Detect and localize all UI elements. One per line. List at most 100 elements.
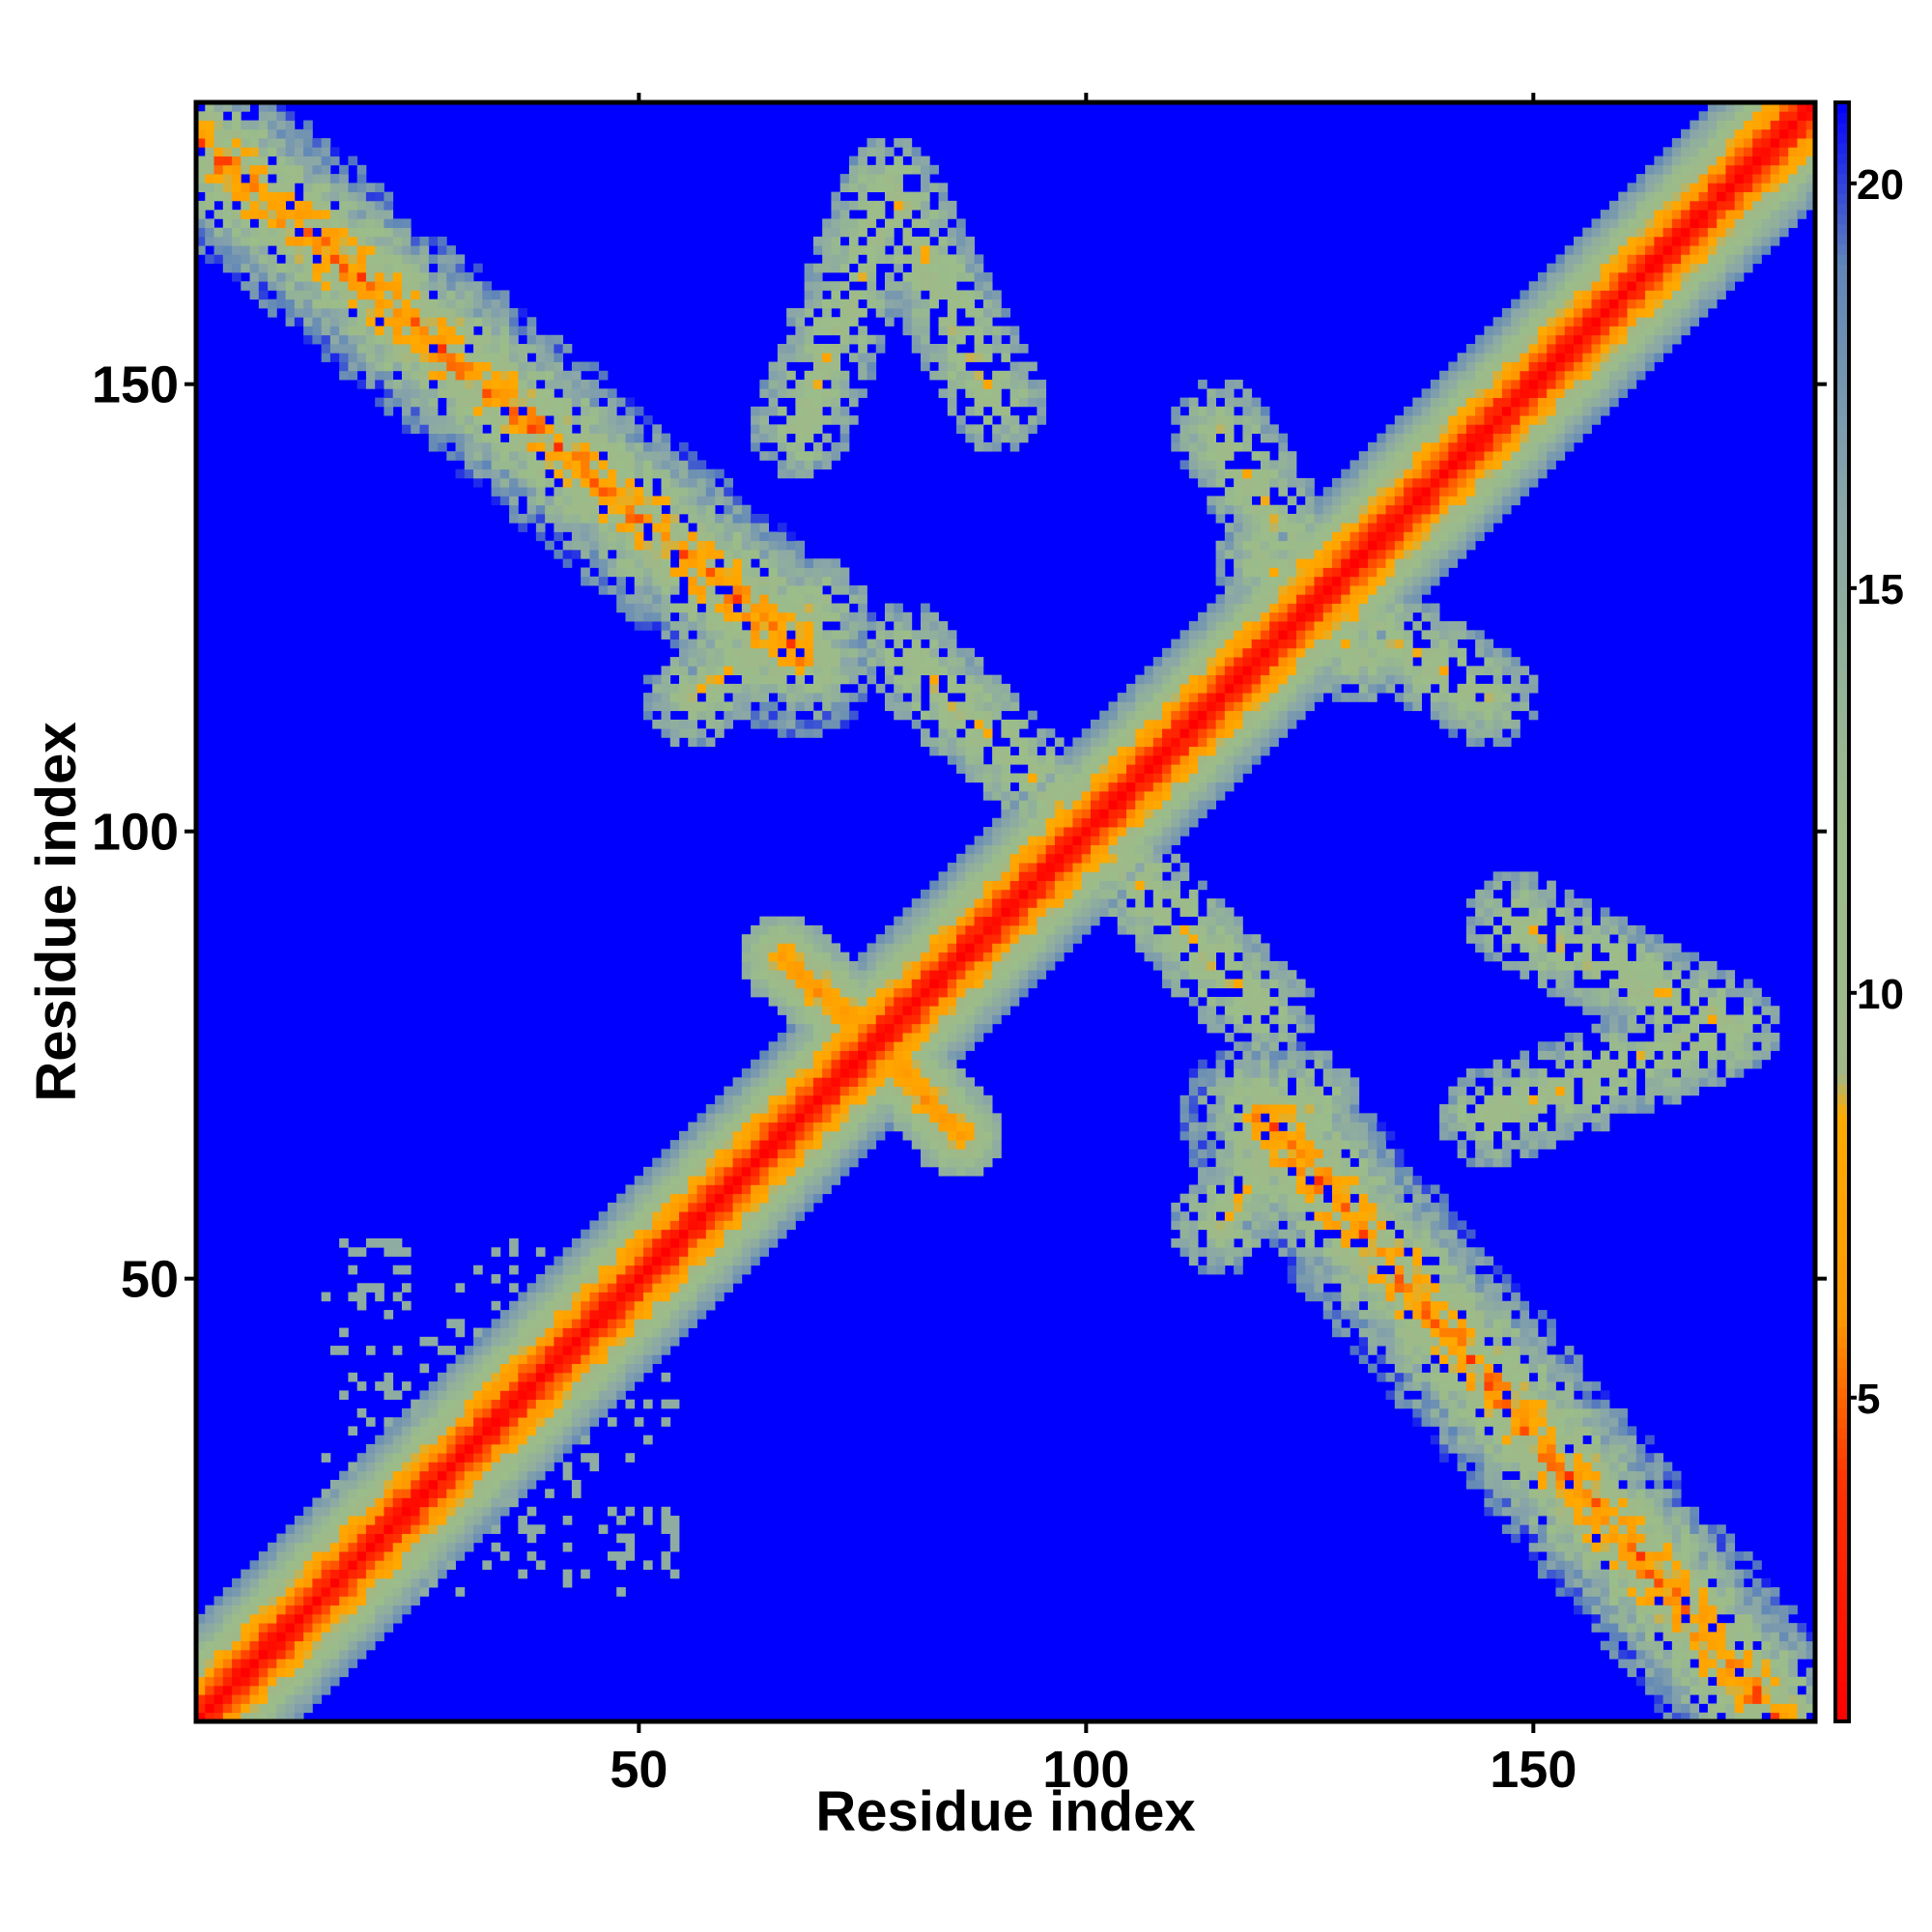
- heatmap-cell: [1385, 1193, 1396, 1204]
- heatmap-cell: [258, 1667, 269, 1678]
- heatmap-cell: [777, 943, 787, 953]
- heatmap-cell: [724, 1166, 733, 1177]
- heatmap-cell: [696, 540, 707, 551]
- heatmap-cell: [705, 1184, 716, 1195]
- heatmap-cell: [732, 1256, 743, 1266]
- heatmap-cell: [285, 1676, 296, 1687]
- heatmap-cell: [1305, 1256, 1315, 1266]
- heatmap-cell: [1645, 1685, 1655, 1695]
- heatmap-cell: [1547, 1551, 1556, 1561]
- heatmap-cell: [312, 1667, 323, 1678]
- heatmap-cell: [795, 1157, 806, 1168]
- heatmap-cell: [1635, 1632, 1646, 1642]
- heatmap-cell: [473, 1443, 483, 1454]
- heatmap-cell: [554, 433, 564, 443]
- heatmap-cell: [1671, 1551, 1682, 1561]
- heatmap-cell: [1475, 1470, 1485, 1481]
- heatmap-cell: [1377, 1149, 1386, 1159]
- heatmap-cell: [562, 1372, 573, 1382]
- heatmap-cell: [715, 1122, 724, 1132]
- heatmap-cell: [1573, 1569, 1583, 1579]
- heatmap-cell: [1358, 1256, 1369, 1266]
- heatmap-cell: [777, 952, 787, 962]
- heatmap-cell: [375, 245, 384, 255]
- heatmap-cell: [1484, 1157, 1494, 1168]
- heatmap-cell: [751, 585, 760, 595]
- heatmap-cell: [213, 1605, 224, 1615]
- heatmap-cell: [1484, 1479, 1494, 1490]
- heatmap-cell: [321, 191, 331, 202]
- heatmap-cell: [848, 1149, 859, 1159]
- heatmap-cell: [688, 647, 697, 658]
- heatmap-cell: [258, 102, 269, 112]
- heatmap-cell: [464, 271, 474, 282]
- heatmap-cell: [705, 558, 716, 568]
- heatmap-cell: [1698, 1542, 1709, 1552]
- heatmap-cell: [356, 361, 367, 372]
- heatmap-cell: [1430, 1407, 1440, 1418]
- heatmap-cell: [607, 1417, 617, 1427]
- heatmap-cell: [321, 200, 331, 211]
- heatmap-cell: [616, 558, 626, 568]
- heatmap-cell: [751, 960, 760, 971]
- heatmap-cell: [419, 326, 430, 336]
- heatmap-cell: [249, 120, 260, 130]
- heatmap-cell: [696, 1193, 707, 1204]
- heatmap-cell: [1627, 1632, 1637, 1642]
- heatmap-cell: [652, 424, 662, 435]
- heatmap-cell: [696, 1310, 707, 1320]
- heatmap-cell: [446, 1372, 456, 1382]
- heatmap-cell: [741, 1104, 752, 1114]
- heatmap-cell: [894, 1122, 903, 1132]
- heatmap-cell: [1412, 1363, 1422, 1374]
- heatmap-cell: [607, 496, 617, 506]
- heatmap-cell: [634, 621, 644, 631]
- heatmap-cell: [634, 1220, 644, 1231]
- heatmap-cell: [222, 200, 233, 211]
- heatmap-cell: [705, 621, 716, 631]
- heatmap-cell: [1171, 1220, 1180, 1231]
- heatmap-cell: [607, 1363, 617, 1374]
- heatmap-cell: [294, 1703, 304, 1714]
- heatmap-cell: [312, 334, 323, 345]
- heatmap-cell: [1439, 1300, 1449, 1311]
- heatmap-cell: [419, 1506, 430, 1517]
- heatmap-cell: [232, 111, 242, 121]
- heatmap-cell: [545, 1443, 554, 1454]
- heatmap-cell: [499, 1372, 510, 1382]
- heatmap-cell: [724, 523, 733, 532]
- heatmap-cell: [241, 1703, 250, 1714]
- heatmap-cell: [356, 254, 367, 265]
- heatmap-cell: [625, 1184, 636, 1195]
- heatmap-cell: [499, 487, 510, 497]
- heatmap-cell: [1358, 1140, 1369, 1150]
- heatmap-cell: [285, 298, 296, 309]
- heatmap-cell: [285, 1685, 296, 1695]
- heatmap-cell: [768, 585, 779, 595]
- heatmap-cell: [1537, 1435, 1548, 1445]
- heatmap-cell: [222, 1685, 233, 1695]
- heatmap-cell: [276, 1632, 286, 1642]
- heatmap-cell: [1394, 1372, 1405, 1382]
- heatmap-cell: [1234, 1193, 1243, 1204]
- heatmap-cell: [222, 245, 233, 255]
- heatmap-cell: [616, 1256, 626, 1266]
- heatmap-cell: [554, 424, 564, 435]
- heatmap-cell: [1385, 1211, 1396, 1221]
- heatmap-cell: [482, 290, 492, 300]
- heatmap-cell: [1788, 1640, 1798, 1651]
- heatmap-cell: [652, 469, 662, 479]
- heatmap-cell: [205, 102, 214, 112]
- heatmap-cell: [419, 344, 430, 354]
- heatmap-cell: [741, 1130, 752, 1141]
- heatmap-cell: [1600, 1551, 1610, 1561]
- heatmap-cell: [321, 1685, 331, 1695]
- heatmap-cell: [732, 693, 743, 702]
- heatmap-cell: [285, 254, 296, 265]
- heatmap-cell: [759, 639, 770, 649]
- heatmap-cell: [732, 567, 743, 578]
- heatmap-cell: [1234, 1130, 1243, 1141]
- heatmap-cell: [473, 1479, 483, 1490]
- heatmap-cell: [1645, 1605, 1655, 1615]
- heatmap-cell: [652, 1310, 662, 1320]
